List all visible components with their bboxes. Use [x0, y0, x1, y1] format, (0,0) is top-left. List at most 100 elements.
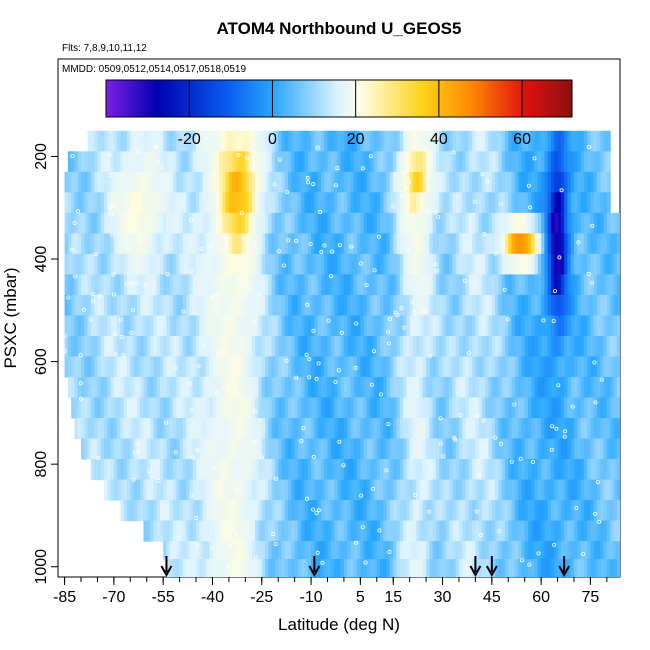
heat-cell	[248, 520, 253, 542]
heat-cell	[527, 520, 532, 542]
heat-cell	[439, 171, 444, 193]
heat-cell	[196, 500, 200, 522]
heat-cell	[370, 171, 375, 193]
heat-cell	[485, 541, 490, 560]
heat-cell	[360, 212, 365, 234]
heat-cell	[350, 192, 355, 214]
heat-cell	[416, 294, 421, 317]
heat-cell	[537, 376, 542, 399]
heat-cell	[547, 418, 552, 440]
heat-cell	[580, 212, 585, 234]
heat-cell	[238, 559, 243, 577]
heat-cell	[251, 274, 256, 296]
heat-cell	[508, 274, 513, 296]
heat-cell	[84, 335, 89, 358]
heat-cell	[537, 294, 542, 317]
heat-cell	[570, 479, 575, 501]
heat-cell	[297, 335, 302, 358]
heat-cell	[330, 520, 335, 542]
heat-cell	[527, 459, 532, 481]
heat-cell	[481, 233, 486, 255]
heat-cell	[127, 376, 131, 399]
sample-point	[341, 463, 346, 468]
heat-cell	[268, 479, 273, 501]
heat-cell	[403, 397, 407, 419]
heat-cell	[587, 438, 592, 460]
heat-cell	[255, 253, 260, 275]
heat-cell	[544, 397, 549, 419]
heat-cell	[67, 294, 72, 317]
sample-point	[458, 412, 463, 417]
heat-cell	[488, 171, 493, 193]
heat-cell	[291, 459, 296, 481]
heat-cell	[278, 212, 283, 234]
heat-cell	[475, 376, 480, 399]
heat-cell	[376, 335, 381, 358]
heat-cell	[324, 479, 329, 501]
heat-cell	[150, 192, 154, 214]
heat-cell	[130, 459, 135, 481]
heat-cell	[337, 212, 342, 234]
heat-cell	[606, 233, 611, 255]
heat-cell	[412, 192, 417, 214]
heat-cell	[557, 192, 562, 214]
heat-cell	[320, 459, 325, 481]
heat-cell	[156, 397, 161, 419]
heat-cell	[409, 356, 414, 378]
heat-cell	[465, 274, 470, 296]
heat-cell	[94, 294, 99, 317]
heat-cell	[271, 294, 276, 317]
heat-cell	[393, 520, 398, 542]
heat-cell	[475, 520, 480, 542]
heat-cell	[498, 233, 503, 255]
heat-cell	[491, 315, 496, 337]
heat-cell	[281, 376, 286, 399]
heat-cell	[205, 500, 210, 522]
heat-cell	[117, 376, 122, 399]
heat-cell	[360, 192, 365, 214]
heat-cell	[120, 335, 125, 358]
heat-cell	[327, 418, 332, 440]
heat-cell	[544, 559, 549, 577]
heat-cell	[334, 438, 338, 460]
heat-cell	[373, 253, 378, 275]
heat-cell	[495, 376, 499, 399]
heat-cell	[376, 356, 381, 378]
heat-cell	[445, 479, 450, 501]
heat-cell	[199, 233, 204, 255]
heat-cell	[593, 376, 598, 399]
heat-cell	[409, 212, 414, 234]
heat-cell	[498, 130, 503, 152]
heat-cell	[173, 418, 177, 440]
heat-cell	[314, 418, 319, 440]
heat-cell	[380, 500, 384, 522]
heat-cell	[531, 500, 536, 522]
heat-cell	[399, 192, 404, 214]
heat-cell	[363, 356, 368, 378]
heat-cell	[567, 500, 572, 522]
heat-cell	[445, 500, 450, 522]
heat-cell	[343, 559, 348, 577]
heat-cell	[320, 151, 325, 173]
heat-cell	[173, 520, 177, 542]
heat-cell	[238, 315, 243, 337]
heat-cell	[613, 212, 618, 234]
profile-arrow	[558, 556, 571, 578]
heat-cell	[81, 171, 85, 193]
heat-cell	[462, 459, 467, 481]
heat-cell	[232, 130, 237, 152]
heat-cell	[159, 459, 164, 481]
heat-cell	[577, 253, 582, 275]
heat-cell	[304, 479, 309, 501]
heat-cell	[610, 541, 615, 560]
heat-cell	[294, 418, 299, 440]
heat-cell	[406, 541, 411, 560]
heat-cell	[432, 397, 437, 419]
heat-cell	[225, 356, 230, 378]
heat-cell	[317, 130, 322, 152]
heat-cell	[222, 479, 227, 501]
heat-cell	[94, 130, 99, 152]
heat-cell	[472, 335, 476, 358]
heat-cell	[330, 151, 335, 173]
heat-cell	[508, 520, 513, 542]
